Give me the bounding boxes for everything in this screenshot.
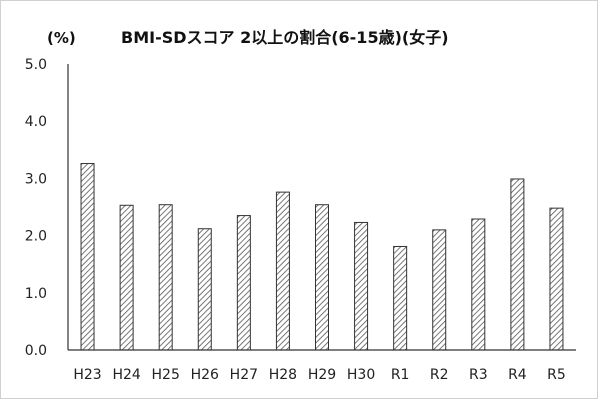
bar-H25 — [158, 204, 173, 351]
bars — [80, 163, 564, 351]
x-tick-label: H23 — [73, 367, 101, 383]
x-tick-label: H25 — [152, 367, 180, 383]
y-tick-label: 3.0 — [25, 171, 47, 187]
chart-title: BMI-SDスコア 2以上の割合(6-15歳)(女子) — [121, 28, 449, 47]
bar-H28 — [275, 191, 290, 351]
bar-H24 — [119, 204, 134, 351]
bar-R3 — [471, 218, 486, 351]
x-tick-label: H30 — [347, 367, 375, 383]
y-tick-label: 4.0 — [25, 114, 47, 130]
bar-H27 — [236, 215, 251, 351]
bar-R2 — [432, 229, 447, 351]
x-tick-label: H26 — [191, 367, 219, 383]
bar-H30 — [354, 221, 369, 351]
x-tick-label: R1 — [391, 367, 410, 383]
bar-H26 — [197, 228, 212, 351]
y-tick-label: 5.0 — [25, 57, 47, 73]
y-tick-label: 0.0 — [25, 343, 47, 359]
x-axis: H23 H24 H25 H26 H27 H28 H29 H30 R1 R2 R3 R4 R5 — [68, 349, 576, 383]
bar-H23 — [80, 163, 95, 351]
x-tick-label: H28 — [269, 367, 297, 383]
x-tick-label: R4 — [508, 367, 527, 383]
y-axis-unit-label: (%) — [47, 29, 76, 47]
bar-R5 — [549, 207, 564, 351]
bar-R1 — [393, 245, 408, 351]
x-tick-label: R2 — [430, 367, 449, 383]
x-tick-label: H24 — [112, 367, 140, 383]
x-tick-label: R3 — [469, 367, 488, 383]
y-tick-label: 2.0 — [25, 229, 47, 245]
bar-R4 — [510, 178, 525, 351]
y-axis: 0.0 1.0 2.0 3.0 4.0 5.0 — [25, 57, 69, 359]
x-tick-label: H29 — [308, 367, 336, 383]
x-tick-label: R5 — [547, 367, 566, 383]
x-tick-label: H27 — [230, 367, 258, 383]
bar-H29 — [315, 204, 329, 351]
y-tick-label: 1.0 — [25, 286, 47, 302]
